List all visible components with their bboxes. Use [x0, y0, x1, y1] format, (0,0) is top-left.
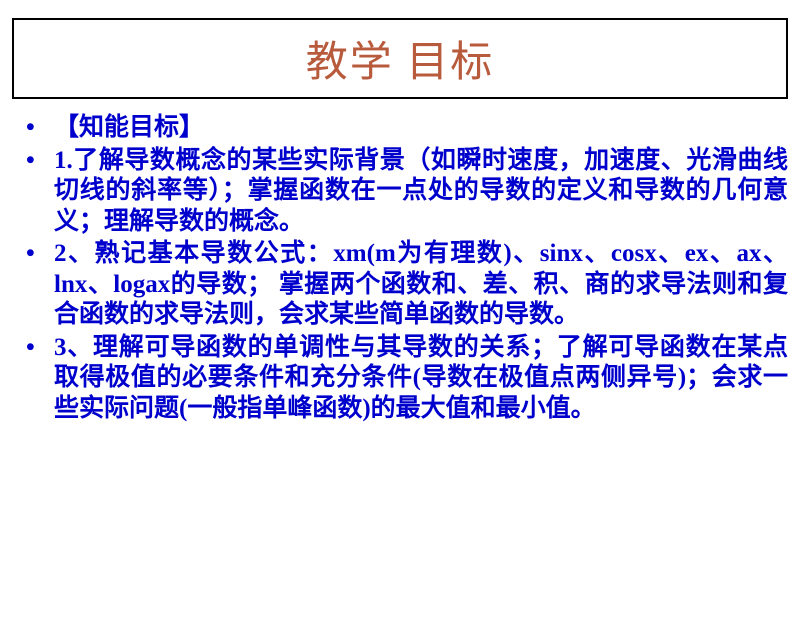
- bullet-icon: •: [26, 333, 35, 364]
- item-text: 2、熟记基本导数公式：xm(m为有理数)、sinx、cosx、ex、ax、lnx…: [54, 240, 788, 328]
- item-text: 【知能目标】: [54, 114, 204, 141]
- item-text: 3、理解可导函数的单调性与其导数的关系；了解可导函数在某点取得极值的必要条件和充…: [54, 334, 788, 422]
- page-title: 教学 目标: [14, 28, 786, 89]
- bullet-icon: •: [26, 146, 35, 177]
- item-text: 1.了解导数概念的某些实际背景（如瞬时速度，加速度、光滑曲线切线的斜率等）；掌握…: [54, 147, 788, 235]
- title-container: 教学 目标: [12, 18, 788, 99]
- bullet-icon: •: [26, 239, 35, 270]
- list-item: • 3、理解可导函数的单调性与其导数的关系；了解可导函数在某点取得极值的必要条件…: [12, 333, 788, 425]
- list-item: • 【知能目标】: [12, 113, 788, 144]
- list-item: • 1.了解导数概念的某些实际背景（如瞬时速度，加速度、光滑曲线切线的斜率等）；…: [12, 146, 788, 238]
- bullet-icon: •: [26, 113, 35, 144]
- list-item: • 2、熟记基本导数公式：xm(m为有理数)、sinx、cosx、ex、ax、l…: [12, 239, 788, 331]
- content-area: • 【知能目标】 • 1.了解导数概念的某些实际背景（如瞬时速度，加速度、光滑曲…: [0, 109, 800, 424]
- objectives-list: • 【知能目标】 • 1.了解导数概念的某些实际背景（如瞬时速度，加速度、光滑曲…: [12, 113, 788, 424]
